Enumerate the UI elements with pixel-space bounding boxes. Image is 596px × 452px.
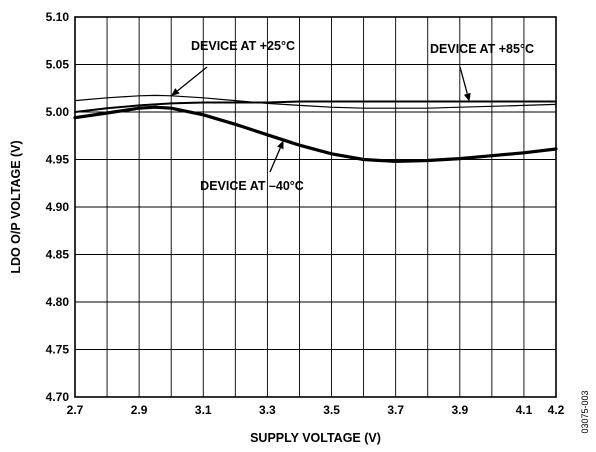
y-axis-label: LDO O/P VOLTAGE (V) bbox=[9, 140, 23, 273]
annotation-arrowhead bbox=[463, 92, 471, 102]
y-tick-label: 5.00 bbox=[46, 105, 70, 119]
x-tick-label: 3.5 bbox=[323, 403, 340, 417]
annotation-arrow-line bbox=[269, 147, 281, 173]
y-tick-label: 4.75 bbox=[46, 343, 70, 357]
y-tick-label: 5.10 bbox=[46, 10, 70, 24]
plot-frame bbox=[74, 16, 557, 398]
annotations: DEVICE AT +25°C DEVICE AT +85°C DEVICE AT … bbox=[171, 39, 534, 193]
y-tick-label: 5.05 bbox=[46, 58, 70, 72]
x-tick-label: 2.7 bbox=[67, 403, 84, 417]
y-tick-label: 4.90 bbox=[46, 200, 70, 214]
annotation-arrowhead bbox=[171, 88, 180, 96]
annotation-label: DEVICE AT +25°C bbox=[191, 39, 295, 53]
y-tick-labels: 4.70 4.75 4.80 4.85 4.90 4.95 5.00 5.05 5.10 bbox=[46, 10, 70, 404]
annotation-label: DEVICE AT –40°C bbox=[200, 179, 304, 193]
x-tick-label: 3.9 bbox=[451, 403, 468, 417]
y-tick-label: 4.70 bbox=[46, 390, 70, 404]
x-axis-label: SUPPLY VOLTAGE (V) bbox=[250, 431, 381, 445]
annotation-arrowhead bbox=[277, 140, 284, 150]
series-line-3 bbox=[73, 105, 558, 163]
series-line-2 bbox=[74, 100, 557, 113]
series-line-1 bbox=[74, 94, 557, 109]
y-tick-label: 4.95 bbox=[46, 153, 70, 167]
series-lines bbox=[73, 94, 558, 163]
annotation-label: DEVICE AT +85°C bbox=[430, 42, 534, 56]
grid-lines bbox=[75, 17, 556, 397]
y-tick-label: 4.85 bbox=[46, 248, 70, 262]
annotation-arrow-line bbox=[177, 66, 208, 92]
x-tick-label: 3.3 bbox=[259, 403, 276, 417]
x-tick-label: 4.1 bbox=[516, 403, 533, 417]
y-tick-label: 4.80 bbox=[46, 295, 70, 309]
x-tick-labels: 2.7 2.9 3.1 3.3 3.5 3.7 3.9 4.1 4.2 bbox=[67, 403, 565, 417]
x-tick-label: 2.9 bbox=[131, 403, 148, 417]
figure-id: 03075-003 bbox=[580, 390, 590, 433]
x-tick-label: 3.1 bbox=[195, 403, 212, 417]
annotation-arrow-line bbox=[459, 66, 468, 95]
x-tick-label: 4.2 bbox=[548, 403, 565, 417]
x-tick-label: 3.7 bbox=[387, 403, 404, 417]
